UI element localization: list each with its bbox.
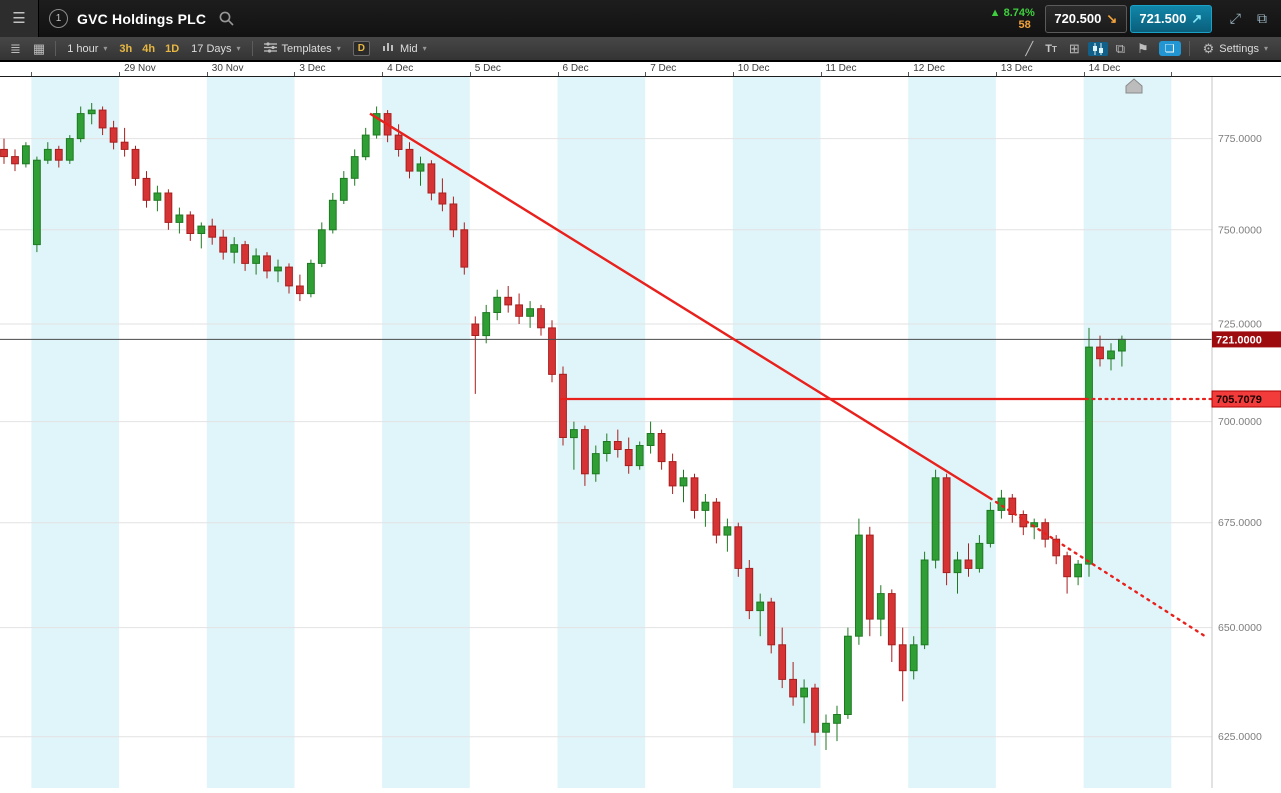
time-axis-tick bbox=[206, 72, 208, 76]
sliders-icon bbox=[263, 42, 277, 55]
grid-toggle-icon[interactable]: ⊞ bbox=[1068, 41, 1080, 56]
date-label: 3 Dec bbox=[299, 63, 326, 74]
toolbar-divider bbox=[1188, 41, 1190, 56]
chevron-down-icon: ▾ bbox=[1263, 44, 1268, 53]
pattern-signal-icon[interactable]: ⚑ bbox=[1137, 41, 1149, 56]
time-axis-tick bbox=[908, 72, 910, 76]
window-number-badge: 1 bbox=[49, 9, 68, 28]
hamburger-icon: ☰ bbox=[12, 10, 26, 27]
toolbar-divider bbox=[55, 41, 57, 56]
chart-toolbar: ≣ ▦ 1 hour ▾ 3h 4h 1D 17 Days ▾ Templates ▾… bbox=[0, 37, 1281, 62]
toolbar-divider bbox=[251, 41, 253, 56]
active-tool-icon[interactable]: ❏ bbox=[1158, 41, 1181, 56]
up-triangle-icon: ▲ bbox=[989, 6, 1001, 19]
price-type-dropdown[interactable]: Mid ▾ bbox=[375, 42, 434, 55]
candlestick-type-button[interactable] bbox=[1087, 41, 1108, 56]
time-axis-tick bbox=[382, 72, 384, 76]
svg-text:705.7079: 705.7079 bbox=[1216, 394, 1262, 406]
time-axis-tick bbox=[557, 72, 559, 76]
time-axis-tick bbox=[469, 72, 471, 76]
sell-price: 720.500 bbox=[1054, 11, 1102, 26]
sell-button[interactable]: 720.500 ↘ bbox=[1044, 4, 1127, 33]
date-label: 10 Dec bbox=[737, 63, 770, 74]
collapse-window-icon[interactable]: ⤢ bbox=[1229, 10, 1241, 26]
time-axis-tick bbox=[31, 72, 33, 76]
candlestick-chart-canvas[interactable]: 775.0000 750.0000 725.0000 700.0000 675.0000… bbox=[0, 77, 1281, 788]
chevron-down-icon: ▾ bbox=[236, 44, 241, 53]
chevron-down-icon: ▾ bbox=[103, 44, 108, 53]
date-label: 7 Dec bbox=[650, 63, 677, 74]
date-label: 30 Nov bbox=[211, 63, 244, 74]
gear-icon: ⚙ bbox=[1202, 41, 1215, 56]
instrument-title: GVC Holdings PLC bbox=[77, 10, 207, 27]
time-axis-tick bbox=[1083, 72, 1085, 76]
date-label: 5 Dec bbox=[474, 63, 501, 74]
date-label: 12 Dec bbox=[913, 63, 945, 74]
mini-chart-icon bbox=[382, 42, 395, 55]
chevron-down-icon: ▾ bbox=[336, 44, 341, 53]
date-label: 11 Dec bbox=[825, 63, 857, 74]
svg-text:625.0000: 625.0000 bbox=[1218, 731, 1262, 743]
interval-dropdown[interactable]: 1 hour ▾ bbox=[67, 42, 108, 55]
change-percent: ▲ 8.74% bbox=[989, 6, 1035, 19]
price-up-arrow-icon: ↗ bbox=[1191, 10, 1203, 26]
change-points: 58 bbox=[1018, 18, 1031, 31]
window-title-bar: ☰ 1 GVC Holdings PLC ▲ 8.74% 58 720.500 … bbox=[0, 0, 1281, 37]
svg-text:700.0000: 700.0000 bbox=[1218, 416, 1262, 428]
time-axis-tick bbox=[732, 72, 734, 76]
svg-text:650.0000: 650.0000 bbox=[1218, 622, 1262, 634]
svg-text:750.0000: 750.0000 bbox=[1218, 224, 1262, 236]
time-axis[interactable]: 29 Nov 30 Nov 3 Dec 4 Dec 5 Dec 6 Dec 7 Dec 10 … bbox=[0, 62, 1281, 77]
layout-grid-icon[interactable]: ▦ bbox=[32, 41, 46, 56]
date-label: 14 Dec bbox=[1088, 63, 1121, 74]
quick-interval-4h[interactable]: 4h bbox=[142, 42, 156, 55]
price-down-arrow-icon: ↘ bbox=[1106, 10, 1118, 26]
hamburger-menu-button[interactable]: ☰ bbox=[0, 0, 39, 37]
time-axis-tick bbox=[645, 72, 647, 76]
date-label: 6 Dec bbox=[562, 63, 589, 74]
price-chart[interactable]: 775.0000 750.0000 725.0000 700.0000 675.0000… bbox=[0, 77, 1281, 788]
settings-dropdown[interactable]: ⚙ Settings ▾ bbox=[1202, 41, 1268, 56]
chevron-down-icon: ▾ bbox=[422, 44, 427, 53]
quick-interval-1d[interactable]: 1D bbox=[165, 42, 180, 55]
candlestick-icon bbox=[1092, 42, 1103, 55]
compare-windows-icon[interactable]: ⧉ bbox=[1115, 41, 1126, 56]
trendline-tool-icon[interactable]: ╱ bbox=[1025, 41, 1034, 56]
buy-button[interactable]: 721.500 ↗ bbox=[1129, 4, 1212, 33]
templates-dropdown[interactable]: Templates ▾ bbox=[257, 42, 348, 55]
date-label: 13 Dec bbox=[1000, 63, 1033, 74]
text-tool-icon[interactable]: TT bbox=[1045, 42, 1057, 55]
range-dropdown[interactable]: 17 Days ▾ bbox=[191, 42, 241, 55]
svg-text:675.0000: 675.0000 bbox=[1218, 517, 1262, 529]
session-day-button[interactable]: D bbox=[352, 41, 370, 56]
date-label: 4 Dec bbox=[387, 63, 414, 74]
search-icon[interactable] bbox=[218, 10, 235, 27]
svg-text:725.0000: 725.0000 bbox=[1218, 319, 1262, 331]
change-readout: ▲ 8.74% 58 bbox=[990, 7, 1035, 31]
svg-text:721.0000: 721.0000 bbox=[1216, 334, 1262, 346]
time-axis-tick bbox=[995, 72, 997, 76]
toolbar-right-group: ╱ TT ⊞ ⧉ ⚑ ❏ ⚙ Settings ▾ bbox=[1019, 41, 1277, 56]
time-axis-tick bbox=[294, 72, 296, 76]
time-axis-tick bbox=[1171, 72, 1173, 76]
buy-price: 721.500 bbox=[1139, 11, 1187, 26]
window-controls: ⤢ ⧉ bbox=[1230, 10, 1267, 27]
date-label: 29 Nov bbox=[124, 63, 156, 74]
quick-interval-3h[interactable]: 3h bbox=[119, 42, 133, 55]
svg-text:775.0000: 775.0000 bbox=[1218, 133, 1262, 145]
time-axis-tick bbox=[820, 72, 822, 76]
time-axis-tick bbox=[119, 72, 121, 76]
popout-window-icon[interactable]: ⧉ bbox=[1257, 10, 1267, 26]
watchlist-icon[interactable]: ≣ bbox=[10, 41, 21, 56]
